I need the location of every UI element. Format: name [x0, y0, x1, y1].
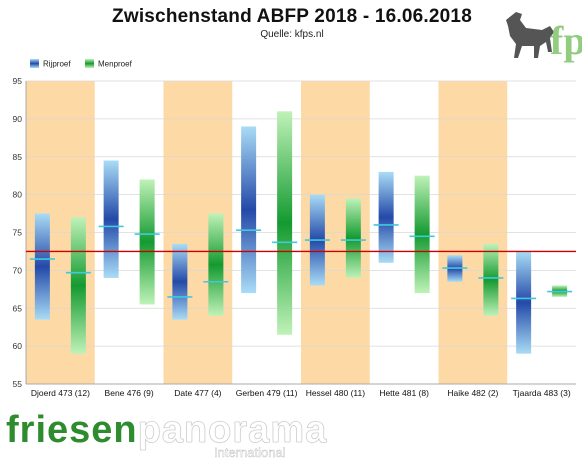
- brand-subtitle: International: [214, 445, 286, 460]
- range-bars: [29, 111, 573, 354]
- range-bar-menproef: [277, 111, 293, 335]
- legend: Rijproef Menproef: [30, 59, 133, 69]
- brand-banner: [0, 408, 584, 467]
- y-tick-label: 95: [13, 76, 23, 86]
- range-bar-rijproef: [34, 213, 50, 320]
- range-bar-rijproef: [103, 160, 119, 278]
- y-tick-label: 80: [13, 190, 23, 200]
- brand-logo-text: friesenpanorama: [6, 409, 328, 451]
- range-bar-menproef: [70, 217, 86, 354]
- chart-subtitle: Quelle: kfps.nl: [260, 29, 324, 40]
- y-tick-label: 90: [13, 114, 23, 124]
- logo-letters: fp: [550, 18, 582, 63]
- x-tick-label: Djoerd 473 (12): [31, 388, 90, 398]
- kfps-logo: fp: [506, 12, 582, 63]
- x-axis: Djoerd 473 (12) Bene 476 (9) Date 477 (4) G…: [26, 383, 576, 398]
- range-bar-menproef: [345, 198, 361, 278]
- x-tick-label: Haike 482 (2): [447, 388, 498, 398]
- x-tick-label: Hessel 480 (11): [306, 388, 366, 398]
- y-tick-label: 55: [13, 379, 23, 389]
- x-tick-label: Gerben 479 (11): [236, 388, 298, 398]
- x-tick-label: Bene 476 (9): [105, 388, 154, 398]
- chart-title: Zwischenstand ABFP 2018 - 16.06.2018: [112, 6, 472, 27]
- x-tick-label: Date 477 (4): [174, 388, 221, 398]
- x-tick-label: Tjaarda 483 (3): [513, 388, 571, 398]
- range-bar-rijproef: [378, 171, 394, 263]
- y-tick-label: 65: [13, 303, 23, 313]
- range-bar-rijproef: [516, 251, 532, 354]
- range-bar-rijproef: [172, 243, 188, 320]
- legend-label: Rijproef: [43, 60, 71, 69]
- y-tick-label: 75: [13, 228, 23, 238]
- range-chart: 55 60 65 70 75 80 85 90 95 Djoerd 473 (12) Bene 4…: [13, 59, 576, 398]
- range-bar-menproef: [414, 175, 430, 294]
- legend-swatch: [30, 59, 39, 68]
- horse-icon: [506, 12, 554, 58]
- legend-swatch: [85, 59, 94, 68]
- range-bar-menproef: [139, 179, 155, 305]
- y-axis: 55 60 65 70 75 80 85 90 95: [13, 76, 27, 389]
- y-tick-label: 85: [13, 152, 23, 162]
- range-bar-menproef: [483, 243, 499, 316]
- brand-part-2: panorama: [137, 409, 328, 451]
- range-bar-menproef: [208, 213, 224, 316]
- range-bar-rijproef: [241, 126, 257, 294]
- brand-part-1: friesen: [6, 409, 138, 451]
- y-tick-label: 60: [13, 341, 23, 351]
- y-tick-label: 70: [13, 265, 23, 275]
- x-tick-label: Hette 481 (8): [379, 388, 429, 398]
- legend-label: Menproef: [98, 60, 133, 69]
